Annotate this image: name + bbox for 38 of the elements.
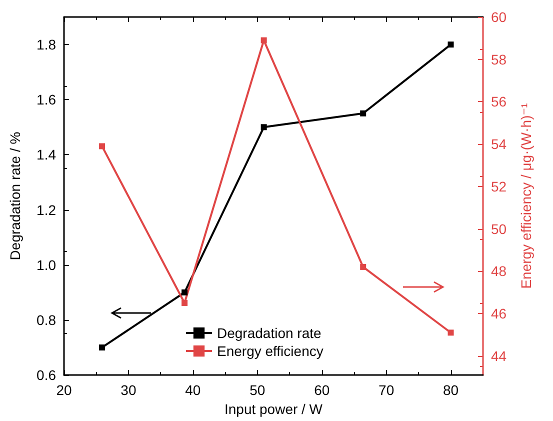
y-tick-label: 1.6: [36, 92, 56, 108]
y2-tick-label: 44: [491, 348, 507, 364]
x-tick-label: 30: [120, 382, 136, 398]
point: [182, 289, 188, 296]
y-tick-label: 1.2: [36, 202, 56, 218]
point: [360, 264, 366, 270]
y-tick-label: 0.6: [36, 367, 56, 383]
y2-tick-label: 54: [491, 136, 507, 152]
y2-axis-title: Energy efficiency / μg·(W·h)⁻¹: [518, 102, 534, 289]
point: [260, 124, 267, 130]
x-tick-label: 70: [378, 382, 394, 398]
point: [99, 143, 106, 150]
y-tick-label: 1.4: [36, 146, 56, 163]
y2-tick-label: 46: [491, 306, 507, 322]
y-axis-title: Degradation rate / %: [7, 132, 23, 260]
legend-label: Degradation rate: [217, 325, 322, 341]
point: [448, 42, 454, 48]
point: [99, 344, 106, 350]
point: [448, 330, 454, 336]
y2-tick-label: 58: [491, 51, 507, 68]
y2-tick-label: 48: [491, 263, 507, 280]
point: [182, 300, 188, 306]
point: [260, 37, 267, 44]
x-tick-label: 50: [250, 382, 266, 398]
x-axis-title: Input power / W: [224, 400, 324, 417]
x-tick-label: 40: [185, 382, 201, 398]
y-tick-label: 0.8: [36, 312, 56, 328]
point: [360, 110, 366, 116]
y-tick-label: 1.8: [36, 36, 56, 53]
y2-tick-label: 50: [491, 220, 507, 237]
y2-tick-label: 56: [491, 94, 507, 110]
x-tick-label: 60: [314, 382, 330, 398]
legend-label: Energy efficiency: [217, 343, 324, 359]
y2-tick-label: 60: [491, 9, 507, 25]
y-tick-label: 1.0: [36, 256, 56, 273]
y2-tick-label: 52: [491, 178, 507, 194]
x-tick-label: 80: [442, 382, 459, 398]
x-tick-label: 20: [56, 382, 72, 398]
